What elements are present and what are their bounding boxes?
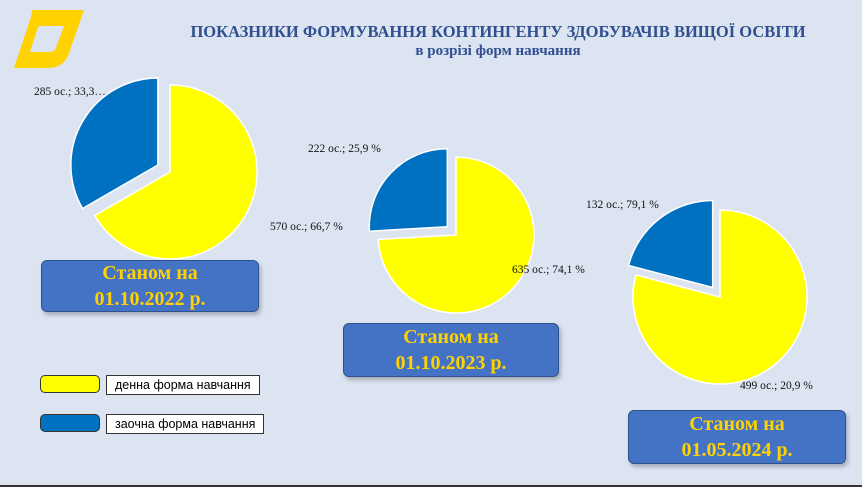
legend-label-extramural: заочна форма навчання [106, 414, 265, 434]
pie-0-slice-1 [93, 84, 258, 260]
legend-label-day: денна форма навчання [106, 375, 260, 395]
page-subtitle: в розрізі форм навчання [415, 43, 581, 59]
caption-2022: Станом на 01.10.2022 р. [41, 260, 259, 312]
logo-icon [14, 10, 84, 68]
pie-0-slice-0-label: 285 ос.; 33,3… [34, 86, 106, 98]
pie-2-slice-0-label: 132 ос.; 79,1 % [586, 199, 659, 211]
pie-0-slice-0 [70, 77, 159, 210]
legend-swatch-extramural [40, 414, 100, 432]
pie-1-slice-1 [377, 156, 535, 314]
pie-1-slice-0 [368, 148, 449, 232]
pie-0-slice-1-label: 570 ос.; 66,7 % [270, 221, 343, 233]
caption-2022-line1: Станом на [102, 262, 198, 284]
page-title: ПОКАЗНИКИ ФОРМУВАННЯ КОНТИНГЕНТУ ЗДОБУВА… [190, 22, 806, 41]
caption-2024-line2: 01.05.2024 р. [681, 439, 793, 461]
caption-2024: Станом на 01.05.2024 р. [628, 410, 846, 464]
pie-2-slice-1-label: 499 ос.; 20,9 % [740, 380, 813, 392]
caption-2023-line2: 01.10.2023 р. [395, 352, 507, 374]
legend-swatch-day [40, 375, 100, 393]
caption-2024-line1: Станом на [689, 413, 785, 435]
bottom-border [0, 485, 862, 487]
caption-2023-line1: Станом на [403, 326, 499, 348]
pie-2-slice-0 [627, 199, 714, 289]
caption-2023: Станом на 01.10.2023 р. [343, 323, 559, 377]
pie-2-slice-1 [632, 209, 808, 385]
pie-1-slice-1-label: 635 ос.; 74,1 % [512, 264, 585, 276]
caption-2022-line2: 01.10.2022 р. [94, 288, 206, 310]
pie-1-slice-0-label: 222 ос.; 25,9 % [308, 143, 381, 155]
